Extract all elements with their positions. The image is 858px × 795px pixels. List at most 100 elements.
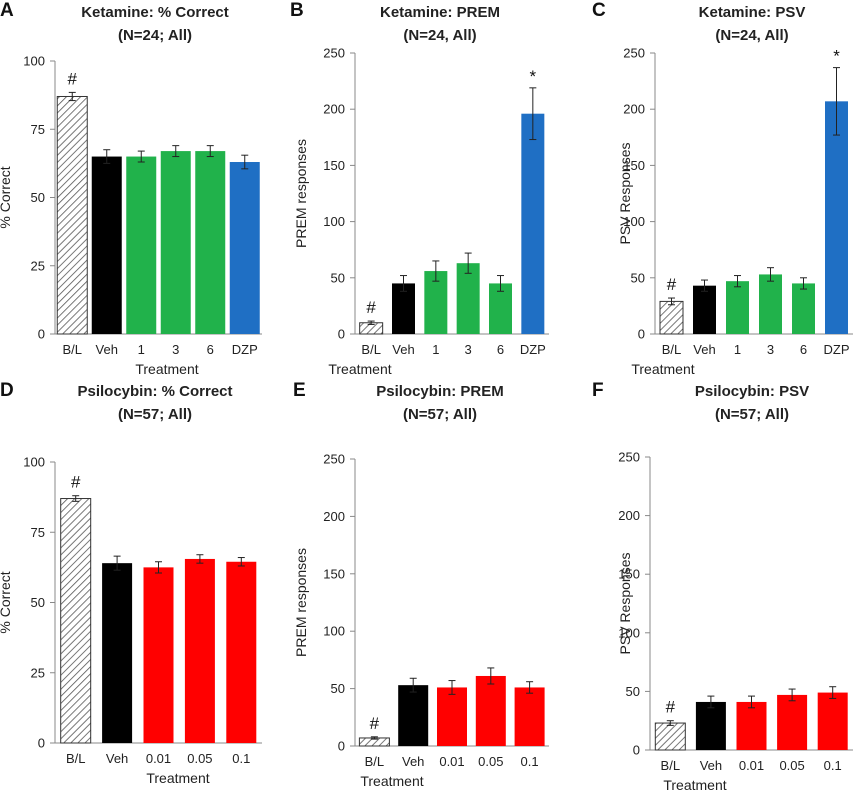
x-tick-label: Veh (693, 342, 715, 357)
x-tick-label: 0.05 (187, 751, 212, 766)
y-tick-label: 50 (331, 681, 345, 696)
y-tick-label: 150 (323, 566, 345, 581)
x-tick-label: 1 (734, 342, 741, 357)
y-axis-label: PSV Responses (617, 553, 633, 655)
bar-Veh (398, 685, 429, 746)
x-tick-label: 1 (432, 342, 439, 357)
y-tick-label: 0 (633, 743, 640, 758)
y-tick-label: 100 (323, 624, 345, 639)
significance-marker: # (667, 275, 677, 294)
y-tick-label: 0 (338, 739, 345, 754)
x-tick-label: 0.01 (439, 754, 464, 769)
x-axis-label: Treatment (328, 361, 391, 377)
x-tick-label: DZP (520, 342, 546, 357)
chart-subtitle: (N=24, All) (403, 27, 476, 44)
x-tick-label: DZP (824, 342, 850, 357)
chart-subtitle: (N=57; All) (715, 406, 789, 423)
y-tick-label: 0 (38, 736, 45, 751)
y-tick-label: 0 (338, 327, 345, 342)
bar-1 (726, 281, 749, 334)
bar-DZP (521, 113, 545, 334)
bar-0.1 (514, 687, 545, 746)
y-tick-label: 250 (323, 46, 345, 61)
bar-6 (195, 151, 226, 334)
bar-DZP (229, 162, 260, 334)
chart-title: Psilocybin: % Correct (77, 383, 232, 400)
x-axis-label: Treatment (360, 773, 423, 789)
panel-label: E (293, 380, 306, 401)
x-tick-label: DZP (232, 342, 258, 357)
chart-subtitle: (N=24, All) (715, 27, 788, 44)
x-tick-label: 0.05 (779, 758, 804, 773)
x-tick-label: B/L (365, 754, 385, 769)
y-tick-label: 100 (623, 214, 645, 229)
bar-B/L (56, 95, 88, 335)
panel-label: C (592, 0, 606, 21)
y-axis-label: % Correct (0, 571, 13, 633)
chart-subtitle: (N=24; All) (118, 27, 192, 44)
y-tick-label: 0 (638, 327, 645, 342)
x-tick-label: Veh (402, 754, 424, 769)
y-tick-label: 75 (31, 525, 45, 540)
y-tick-label: 100 (618, 625, 640, 640)
bar-3 (160, 151, 191, 334)
bar-B/L (659, 300, 684, 335)
significance-marker: # (370, 714, 380, 733)
significance-marker: # (666, 698, 676, 717)
chart-panel-f: F Psilocybin: PSV (N=57; All) 0 50 100 150 200 2… (592, 380, 853, 793)
bar-6 (792, 283, 815, 334)
bar-Veh (693, 285, 716, 334)
x-tick-label: 0.01 (739, 758, 764, 773)
y-tick-label: 25 (31, 665, 45, 680)
y-axis-label: % Correct (0, 166, 13, 228)
x-axis-label: Treatment (663, 777, 726, 793)
bar-3 (759, 274, 782, 334)
chart-subtitle: (N=57; All) (118, 406, 192, 423)
y-tick-label: 150 (618, 567, 640, 582)
chart-title: Psilocybin: PREM (376, 383, 504, 400)
y-tick-label: 100 (23, 54, 45, 69)
bar-0.01 (437, 687, 467, 746)
x-axis-label: Treatment (631, 361, 694, 377)
bar-Veh (695, 701, 726, 750)
chart-panel-a: A Ketamine: % Correct (N=24; All) 0 25 50 75 10… (0, 0, 262, 377)
panel-label: B (290, 0, 304, 21)
bar-B/L (654, 722, 686, 751)
bar-0.05 (184, 558, 215, 743)
x-tick-label: Veh (106, 751, 128, 766)
chart-panel-d: D Psilocybin: % Correct (N=57; All) 0 25 50 75… (0, 380, 262, 786)
bar-1 (424, 271, 448, 334)
y-tick-label: 150 (323, 158, 345, 173)
bar-0.1 (226, 561, 257, 743)
y-tick-label: 50 (31, 190, 45, 205)
significance-marker: * (833, 47, 840, 66)
bar-B/L (60, 498, 92, 744)
chart-panel-e: E Psilocybin: PREM (N=57; All) 0 50 100 150 200… (293, 380, 549, 789)
x-tick-label: 0.1 (521, 754, 539, 769)
x-tick-label: 0.05 (478, 754, 503, 769)
x-tick-label: 0.1 (824, 758, 842, 773)
x-tick-label: B/L (361, 342, 381, 357)
chart-title: Ketamine: PSV (699, 4, 806, 21)
chart-title: Ketamine: PREM (380, 4, 500, 21)
significance-marker: # (366, 298, 376, 317)
y-tick-label: 200 (323, 102, 345, 117)
y-axis-label: PSV Responses (617, 143, 633, 245)
panel-label: F (592, 380, 604, 401)
x-tick-label: B/L (662, 342, 682, 357)
y-axis-label: PREM responses (293, 548, 309, 657)
x-tick-label: B/L (661, 758, 681, 773)
x-tick-label: 3 (465, 342, 472, 357)
y-tick-label: 50 (31, 595, 45, 610)
bar-0.01 (143, 567, 174, 743)
x-tick-label: Veh (700, 758, 722, 773)
bar-Veh (392, 283, 415, 334)
bar-6 (489, 283, 512, 334)
x-tick-label: Veh (392, 342, 414, 357)
bar-0.01 (736, 701, 767, 750)
x-tick-label: 6 (800, 342, 807, 357)
bar-DZP (825, 101, 848, 334)
x-tick-label: 1 (138, 342, 145, 357)
x-axis-label: Treatment (146, 770, 209, 786)
